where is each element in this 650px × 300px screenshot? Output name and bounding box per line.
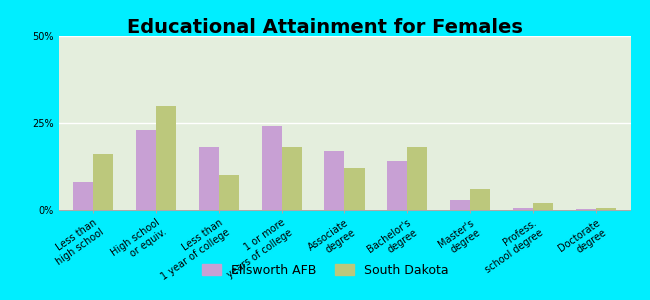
Bar xyxy=(156,106,176,210)
Bar xyxy=(576,209,596,210)
Legend: Ellsworth AFB, South Dakota: Ellsworth AFB, South Dakota xyxy=(197,259,453,282)
Bar xyxy=(261,127,281,210)
Bar xyxy=(281,147,302,210)
Bar xyxy=(219,175,239,210)
Bar xyxy=(387,161,408,210)
Bar xyxy=(93,154,113,210)
Bar xyxy=(344,168,365,210)
Bar xyxy=(533,203,553,210)
Bar xyxy=(324,151,345,210)
Bar xyxy=(450,200,470,210)
Bar xyxy=(73,182,93,210)
Bar xyxy=(136,130,156,210)
Bar xyxy=(408,147,428,210)
Bar xyxy=(596,208,616,210)
Text: Educational Attainment for Females: Educational Attainment for Females xyxy=(127,18,523,37)
Bar xyxy=(199,147,219,210)
Bar xyxy=(513,208,533,210)
Bar xyxy=(470,189,490,210)
